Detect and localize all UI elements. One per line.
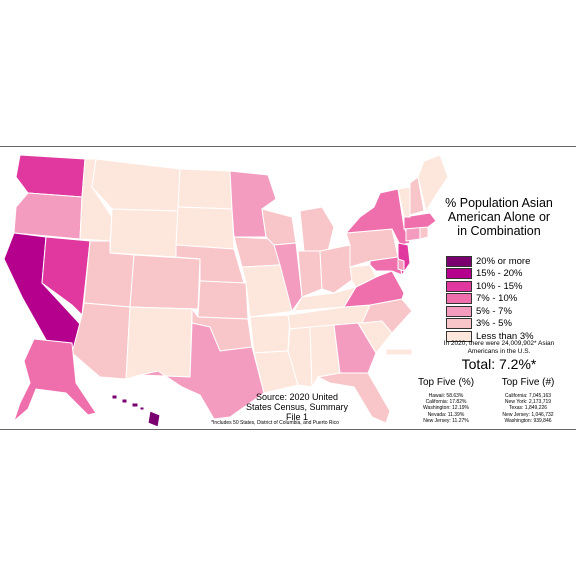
legend-label: 10% - 15% [476, 280, 523, 292]
legend-title: % Population Asian American Alone or in … [445, 196, 553, 238]
state-vermont [397, 186, 411, 218]
legend-label: Less than 3% [476, 331, 534, 343]
map-frame [0, 146, 576, 430]
top-five-item: New York: 2,173,719 [504, 399, 552, 406]
top-five-item: New Jersey: 1,046,732 [502, 411, 554, 418]
state-ohio [319, 244, 357, 294]
state-indiana [297, 250, 323, 298]
legend-swatch [446, 255, 472, 267]
top-five-number-list: California: 7,045,163 New York: 2,173,719… [488, 393, 568, 424]
state-hawaii [111, 394, 161, 428]
top-five-percent-heading: Top Five (%) [417, 377, 475, 388]
state-colorado [129, 254, 201, 310]
state-illinois [273, 242, 303, 313]
state-texas [139, 322, 265, 420]
top-five-percent-list: Hawaii: 58.63% California: 17.82% Washingt… [406, 393, 486, 424]
state-alaska [12, 338, 97, 423]
state-kansas [197, 280, 249, 320]
legend-swatch [446, 318, 472, 330]
legend-label: 7% - 10% [476, 293, 518, 305]
state-missouri [241, 264, 295, 318]
legend-label: 5% - 7% [476, 305, 512, 317]
top-five-item: Washington: 12.19% [423, 405, 469, 412]
state-west-virginia [349, 264, 377, 288]
state-nevada [41, 236, 91, 317]
legend: 20% or more 15% - 20% 10% - 15% 7% - 10% 5% … [446, 255, 556, 343]
top-five-item: Hawaii: 58.63% [428, 393, 464, 399]
state-florida [316, 372, 391, 424]
state-kentucky [293, 286, 358, 312]
total-percentage: Total: 7.2%* [461, 356, 537, 372]
footnote: *Includes 50 States, District of Columbi… [211, 420, 339, 426]
legend-item: 10% - 15% [446, 280, 556, 292]
legend-item: 15% - 20% [446, 268, 556, 280]
state-south-dakota [175, 206, 235, 250]
top-five-item: California: 7,045,163 [504, 393, 552, 399]
state-washington [15, 154, 86, 198]
state-michigan [299, 206, 335, 252]
state-new-hampshire [409, 176, 425, 216]
state-new-mexico [125, 306, 193, 380]
legend-item: 20% or more [446, 255, 556, 267]
state-montana [91, 158, 181, 212]
population-note: In 2020, there were 24,009,902* Asian Am… [443, 340, 555, 355]
legend-label: 15% - 20% [476, 268, 523, 280]
top-five-item: California: 17.82% [425, 399, 467, 406]
state-arkansas [249, 314, 291, 354]
state-mississippi [287, 326, 313, 388]
state-rhode-island [419, 226, 429, 240]
top-five-item: Washington: 939,846 [504, 417, 552, 424]
legend-swatch [446, 293, 472, 305]
top-five-number-heading: Top Five (#) [501, 377, 555, 388]
legend-label: 20% or more [476, 255, 531, 267]
legend-item: 3% - 5% [446, 318, 556, 330]
legend-swatch [446, 305, 472, 317]
state-massachusetts [403, 212, 437, 230]
legend-label: 3% - 5% [476, 318, 512, 330]
legend-item: 5% - 7% [446, 305, 556, 317]
state-new-york [344, 188, 411, 246]
top-five-item: New Jersey: 11.27% [423, 417, 469, 424]
legend-swatch [446, 280, 472, 292]
legend-swatch [446, 331, 472, 343]
state-puerto-rico [385, 348, 413, 356]
top-five-item: Nevada: 11.39% [427, 411, 465, 418]
top-five-item: Texas: 1,849,226 [508, 405, 548, 412]
state-delaware [397, 258, 405, 272]
us-map [3, 154, 449, 428]
legend-item: Less than 3% [446, 331, 556, 343]
legend-item: 7% - 10% [446, 293, 556, 305]
state-oregon [13, 192, 83, 240]
state-north-dakota [177, 168, 233, 210]
state-wyoming [109, 208, 179, 258]
legend-swatch [446, 268, 472, 280]
state-maine [417, 154, 449, 213]
source-text: Source: 2020 United States Census, Summa… [245, 392, 349, 422]
state-maryland [369, 256, 403, 276]
